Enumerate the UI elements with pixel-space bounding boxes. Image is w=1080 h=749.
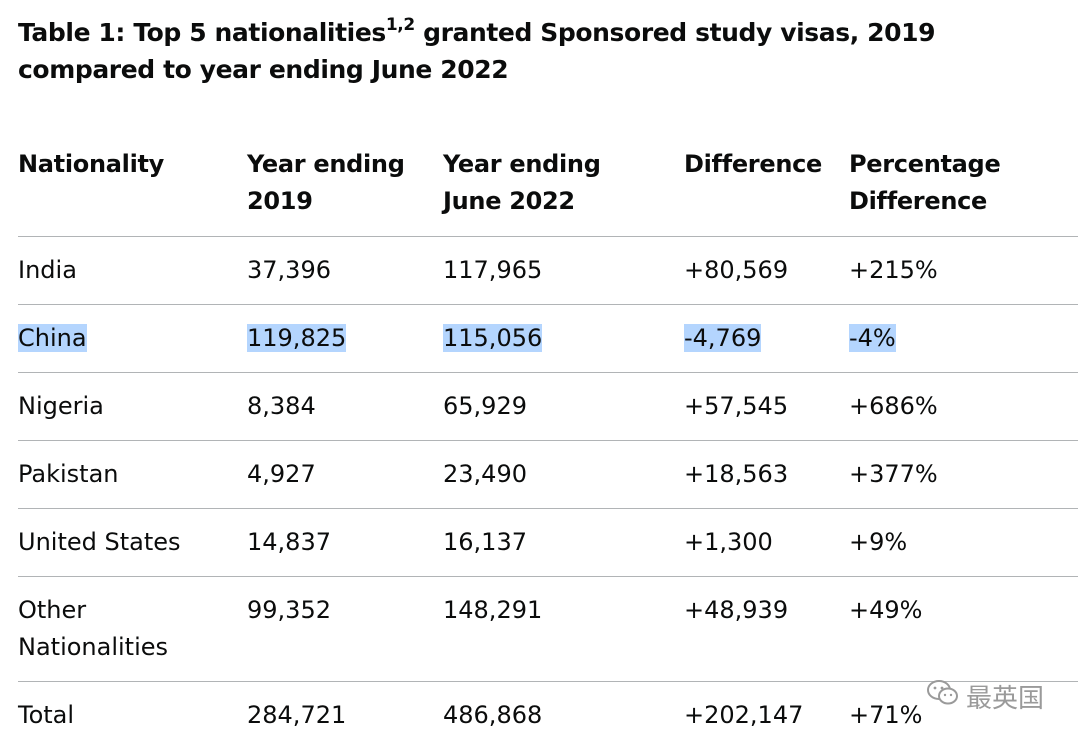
cell-difference: +202,147 xyxy=(684,682,849,749)
cell-difference: +1,300 xyxy=(684,509,849,577)
cell-year-2019: 119,825 xyxy=(247,305,443,373)
cell-percentage-difference: -4% xyxy=(849,305,1078,373)
cell-year-2019: 8,384 xyxy=(247,373,443,441)
cell-difference: +48,939 xyxy=(684,577,849,682)
cell-year-2019: 99,352 xyxy=(247,577,443,682)
cell-year-june-2022: 16,137 xyxy=(443,509,684,577)
cell-difference: +18,563 xyxy=(684,441,849,509)
caption-prefix: Table 1: Top 5 nationalities xyxy=(18,18,386,47)
cell-difference: +57,545 xyxy=(684,373,849,441)
cell-year-2019: 37,396 xyxy=(247,237,443,305)
cell-year-2019: 4,927 xyxy=(247,441,443,509)
cell-difference: -4,769 xyxy=(684,305,849,373)
table-caption: Table 1: Top 5 nationalities1,2 granted … xyxy=(18,14,1078,88)
cell-percentage-difference: +9% xyxy=(849,509,1078,577)
cell-year-june-2022: 65,929 xyxy=(443,373,684,441)
cell-nationality: Pakistan xyxy=(18,441,247,509)
cell-nationality: China xyxy=(18,305,247,373)
cell-percentage-difference: +215% xyxy=(849,237,1078,305)
cell-nationality: India xyxy=(18,237,247,305)
watermark-text: 最英国 xyxy=(966,678,1044,715)
wechat-icon xyxy=(926,678,960,715)
watermark: 最英国 xyxy=(926,678,1044,715)
cell-difference: +80,569 xyxy=(684,237,849,305)
header-nationality: Nationality xyxy=(18,146,247,237)
cell-nationality: United States xyxy=(18,509,247,577)
cell-year-june-2022: 148,291 xyxy=(443,577,684,682)
cell-percentage-difference: +686% xyxy=(849,373,1078,441)
header-difference: Difference xyxy=(684,146,849,237)
cell-year-2019: 284,721 xyxy=(247,682,443,749)
cell-year-2019: 14,837 xyxy=(247,509,443,577)
cell-year-june-2022: 115,056 xyxy=(443,305,684,373)
cell-year-june-2022: 486,868 xyxy=(443,682,684,749)
cell-percentage-difference: +377% xyxy=(849,441,1078,509)
cell-percentage-difference: +49% xyxy=(849,577,1078,682)
cell-nationality: Nigeria xyxy=(18,373,247,441)
cell-year-june-2022: 23,490 xyxy=(443,441,684,509)
cell-nationality: Total xyxy=(18,682,247,749)
caption-superscript: 1,2 xyxy=(386,15,415,35)
cell-year-june-2022: 117,965 xyxy=(443,237,684,305)
